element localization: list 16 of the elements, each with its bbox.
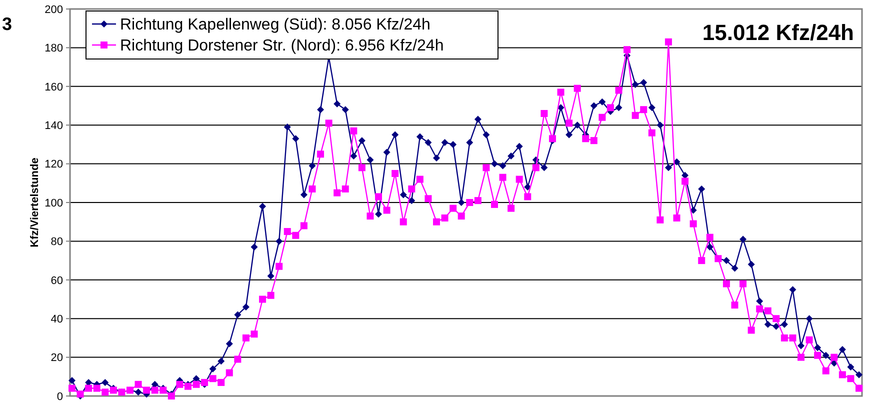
y-tick-label: 160 (44, 81, 63, 94)
y-tick-label: 200 (44, 4, 63, 16)
text: 15.012 Kfz/24h (702, 20, 854, 45)
y-tick-label: 180 (44, 42, 63, 55)
legend-label: Richtung Kapellenweg (Süd): 8.056 Kfz/24h (120, 16, 430, 34)
y-axis-title: Kfz/Viertelstunde (29, 158, 41, 248)
legend-label: Richtung Dorstener Str. (Nord): 6.956 Kfz/24h (120, 38, 444, 55)
y-tick-label: 0 (56, 390, 63, 403)
y-tick-label: 80 (50, 236, 63, 248)
y-tick-label: 60 (50, 274, 63, 287)
y-tick-label: 40 (50, 313, 63, 326)
text: 3 (2, 14, 12, 34)
y-tick-label: 20 (50, 352, 63, 364)
y-tick-label: 120 (44, 158, 63, 171)
y-tick-label: 100 (44, 197, 63, 210)
y-tick-label: 140 (44, 120, 63, 132)
